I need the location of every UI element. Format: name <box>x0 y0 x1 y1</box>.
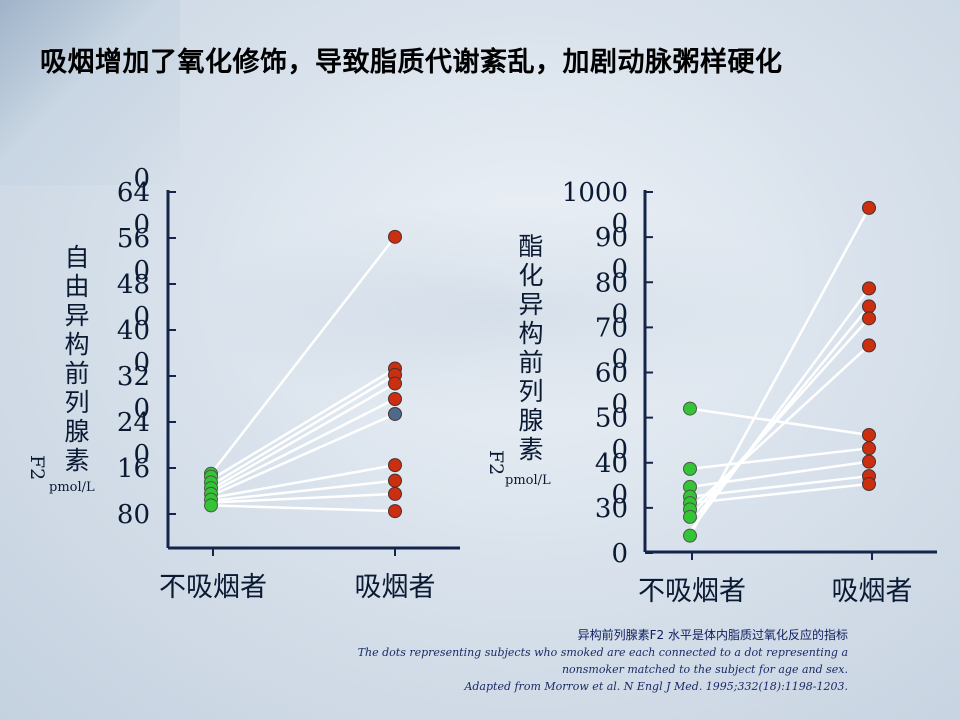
left-ytick-label-overlap: 0 <box>133 256 150 286</box>
left-ytick-label-overlap: 0 <box>133 348 150 378</box>
right-smoker-dot <box>862 338 876 353</box>
caption-line-4: Adapted from Morrow et al. N Engl J Med.… <box>464 680 848 693</box>
right-ytick-label-overlap: 0 <box>611 345 628 375</box>
left-ytick-label: 24 <box>117 408 150 438</box>
right-smoker-dot <box>862 427 876 442</box>
right-pair-line <box>688 207 871 537</box>
right-ytick-label: 70 <box>595 313 628 343</box>
left-pair-line <box>210 236 396 475</box>
right-pair-line <box>689 407 870 437</box>
right-smoker-dot <box>862 281 876 296</box>
left-ytick-label: 40 <box>117 316 150 346</box>
caption-line-3: nonsmoker matched to the subject for age… <box>561 663 848 676</box>
left-ytick-label: 48 <box>117 270 150 300</box>
caption-line-1: 异构前列腺素F2 水平是体内脂质过氧化反应的指标 <box>577 628 848 642</box>
left-ylabel-sub: F2 <box>26 455 48 481</box>
left-smoker-dot <box>388 486 402 501</box>
right-nonsmoker-dot <box>683 461 697 476</box>
left-pair-line <box>210 463 396 500</box>
caption-line-2: The dots representing subjects who smoke… <box>357 646 848 659</box>
left-category-label: 吸烟者 <box>355 572 436 603</box>
background-texture <box>200 200 800 420</box>
right-smoker-dot <box>862 477 876 492</box>
left-smoker-dot <box>388 504 402 519</box>
right-pair-line <box>689 317 870 518</box>
left-ytick-label: 16 <box>117 454 150 484</box>
right-ytick-label-overlap: 0 <box>611 209 628 239</box>
surgeon-photo <box>0 0 180 185</box>
right-smoker-dot <box>862 299 876 314</box>
right-smoker-dot <box>862 454 876 469</box>
right-unit: pmol/L <box>505 473 551 488</box>
right-category-label: 不吸烟者 <box>638 576 746 607</box>
right-ytick-label: 30 <box>595 494 628 524</box>
left-category-label: 不吸烟者 <box>159 572 267 603</box>
left-ytick-label-overlap: 0 <box>133 302 150 332</box>
left-smoker-dot <box>388 392 402 406</box>
right-pair-line <box>689 305 870 525</box>
right-ytick-label: 80 <box>595 268 628 298</box>
left-smoker-dot <box>388 473 402 488</box>
slide-title: 吸烟增加了氧化修饰，导致脂质代谢紊乱，加剧动脉粥样硬化 <box>40 47 783 78</box>
right-ylabel-main: 酯化异构前列腺素 <box>518 232 544 464</box>
left-ytick-label: 80 <box>117 500 150 530</box>
right-ytick-label: 40 <box>595 449 628 479</box>
left-pair-line <box>210 397 396 494</box>
left-unit: pmol/L <box>49 480 95 495</box>
left-nonsmoker-dot <box>204 498 218 513</box>
right-ytick-label-overlap: 0 <box>611 254 628 284</box>
left-pair-line <box>210 373 396 487</box>
left-pair-line <box>210 479 396 503</box>
left-ytick-label-overlap: 0 <box>133 394 150 424</box>
right-ytick-label: 1000 <box>562 178 628 208</box>
left-ytick-label: 64 <box>117 178 150 208</box>
right-nonsmoker-dot <box>683 401 697 416</box>
right-ytick-label: 60 <box>595 359 628 389</box>
right-ytick-label-overlap: 0 <box>611 435 628 465</box>
right-smoker-dot <box>862 441 876 456</box>
left-ytick-label: 32 <box>117 362 150 392</box>
left-smoker-dot <box>388 376 402 391</box>
left-pair-line <box>210 492 396 504</box>
right-category-label: 吸烟者 <box>832 576 913 607</box>
left-smoker-dot <box>388 406 402 421</box>
left-pair-line <box>210 382 396 491</box>
right-ytick-label: 50 <box>595 404 628 434</box>
left-pair-line <box>210 504 396 513</box>
right-smoker-dot <box>862 200 876 215</box>
right-pair-line <box>688 287 871 533</box>
left-pair-line <box>210 367 396 481</box>
left-ytick-label-overlap: 0 <box>133 164 150 194</box>
left-smoker-dot <box>388 458 402 473</box>
right-ylabel-sub: F2 <box>485 450 507 476</box>
right-smoker-dot <box>862 311 876 326</box>
left-pair-line <box>210 412 396 497</box>
right-nonsmoker-dot <box>683 528 697 543</box>
right-pair-line <box>689 447 870 471</box>
right-pair-line <box>689 482 870 505</box>
left-ytick-label-overlap: 0 <box>133 210 150 240</box>
right-nonsmoker-dot <box>683 509 697 524</box>
left-ylabel-main: 自由异构前列腺素 <box>64 243 90 475</box>
right-ytick-label-overlap: 0 <box>611 480 628 510</box>
right-pair-line <box>689 474 870 498</box>
right-ytick-label-overlap: 0 <box>611 299 628 329</box>
right-ytick-label: 90 <box>595 223 628 253</box>
right-ytick-label-overlap: 0 <box>611 390 628 420</box>
left-smoker-dot <box>388 229 402 244</box>
left-ytick-label-overlap: 0 <box>133 440 150 470</box>
left-ytick-label: 56 <box>117 224 150 254</box>
right-ytick-label: 0 <box>611 539 628 569</box>
